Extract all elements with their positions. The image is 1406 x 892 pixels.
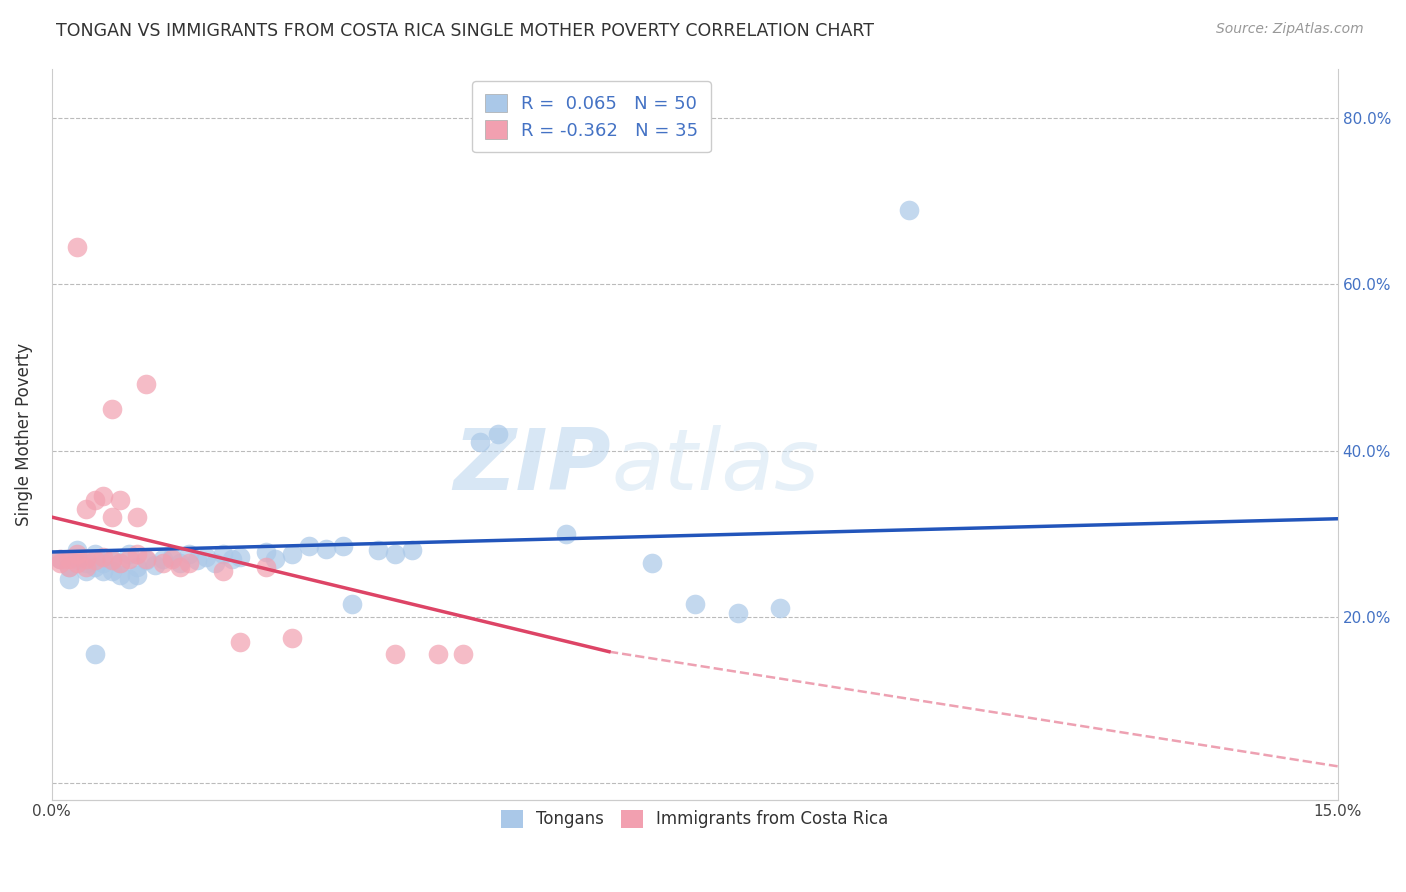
Point [281,631,304,645]
Point [177,556,200,570]
Point [100,510,122,524]
Point [332,539,354,553]
Point [83,647,105,661]
Point [83,493,105,508]
Point [160,549,183,564]
Point [58,560,80,574]
Point [204,556,226,570]
Point [58,560,80,574]
Point [221,551,243,566]
Point [118,551,141,566]
Point [135,377,157,392]
Point [229,634,252,648]
Text: Source: ZipAtlas.com: Source: ZipAtlas.com [1216,22,1364,37]
Point [91,564,114,578]
Point [769,601,792,615]
Point [58,551,80,566]
Point [152,551,174,566]
Point [91,556,114,570]
Point [254,545,277,559]
Point [118,548,141,562]
Text: TONGAN VS IMMIGRANTS FROM COSTA RICA SINGLE MOTHER POVERTY CORRELATION CHART: TONGAN VS IMMIGRANTS FROM COSTA RICA SIN… [56,22,875,40]
Point [75,501,97,516]
Point [426,647,449,661]
Point [555,526,578,541]
Point [683,597,706,611]
Text: ZIP: ZIP [454,425,612,508]
Point [135,553,157,567]
Point [401,543,423,558]
Point [110,568,132,582]
Point [641,556,664,570]
Point [212,548,235,562]
Point [100,564,122,578]
Point [83,560,105,574]
Point [229,549,252,564]
Point [100,553,122,567]
Point [135,551,157,566]
Point [75,564,97,578]
Point [83,553,105,567]
Point [186,553,208,567]
Point [384,548,406,562]
Point [49,556,72,570]
Point [127,548,149,562]
Point [169,560,191,574]
Point [49,551,72,566]
Point [91,489,114,503]
Point [110,556,132,570]
Text: atlas: atlas [612,425,820,508]
Point [49,551,72,566]
Point [451,647,474,661]
Point [75,551,97,566]
Point [127,568,149,582]
Point [110,556,132,570]
Point [254,560,277,574]
Point [315,541,337,556]
Point [263,551,285,566]
Point [91,549,114,564]
Point [66,240,89,254]
Point [366,543,388,558]
Point [58,573,80,587]
Point [340,597,363,611]
Point [384,647,406,661]
Point [118,573,141,587]
Point [298,539,321,553]
Point [127,510,149,524]
Point [66,543,89,558]
Point [110,493,132,508]
Point [66,551,89,566]
Y-axis label: Single Mother Poverty: Single Mother Poverty [15,343,32,525]
Point [100,551,122,566]
Point [898,202,921,217]
Point [66,548,89,562]
Point [160,551,183,566]
Point [66,556,89,570]
Point [75,556,97,570]
Point [169,556,191,570]
Point [152,556,174,570]
Point [127,560,149,574]
Point [143,558,166,573]
Point [470,435,492,450]
Point [486,427,509,442]
Point [83,548,105,562]
Legend: Tongans, Immigrants from Costa Rica: Tongans, Immigrants from Costa Rica [495,803,894,835]
Point [281,548,304,562]
Point [727,606,749,620]
Point [195,549,218,564]
Point [100,402,122,417]
Point [212,564,235,578]
Point [75,560,97,574]
Point [177,548,200,562]
